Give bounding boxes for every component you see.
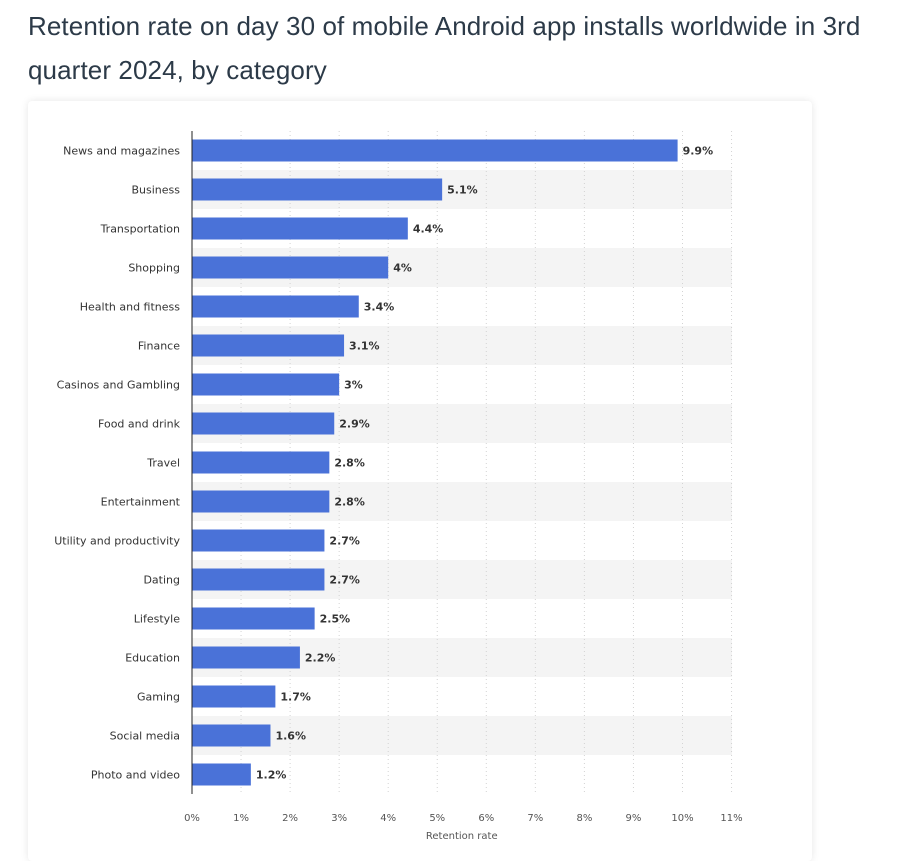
value-label: 3% [344,379,363,392]
bar [192,451,330,474]
category-label: Entertainment [101,496,181,509]
bar [192,373,340,396]
category-label: Social media [110,730,180,743]
bar [192,763,251,786]
category-label: Utility and productivity [54,535,180,548]
page-title: Retention rate on day 30 of mobile Andro… [28,11,861,85]
x-tick-label: 4% [380,813,396,824]
x-tick-label: 6% [478,813,494,824]
x-tick-label: 3% [331,813,347,824]
bar [192,256,389,279]
bar [192,217,408,240]
category-label: Business [131,184,180,197]
value-label: 2.8% [334,457,365,470]
category-label: Travel [146,457,180,470]
bar [192,646,300,669]
bar [192,607,315,630]
value-label: 3.4% [364,301,395,314]
bar [192,568,325,591]
bar [192,724,271,747]
x-tick-label: 7% [527,813,543,824]
value-label: 2.2% [305,652,336,665]
category-label: Casinos and Gambling [57,379,180,392]
category-label: Dating [143,574,180,587]
category-label: News and magazines [63,145,180,158]
value-labels: 9.9% 5.1% 4.4% 4% 3.4% 3.1% 3% 2.9% 2.8% 2.8% 2.7%… [256,145,713,782]
category-label: Photo and video [91,769,180,782]
value-label: 2.8% [334,496,365,509]
row-band [192,716,732,755]
category-label: Transportation [100,223,180,236]
category-labels: News and magazines Business Transportation… [54,145,180,782]
bar [192,490,330,513]
value-label: 1.2% [256,769,287,782]
value-label: 2.7% [329,574,360,587]
x-tick-label: 0% [184,813,200,824]
value-label: 3.1% [349,340,380,353]
x-tick-label: 11% [720,813,742,824]
x-tick-label: 10% [671,813,693,824]
value-label: 2.5% [320,613,351,626]
x-tick-label: 2% [282,813,298,824]
bar [192,178,443,201]
bars [192,139,678,786]
value-label: 2.9% [339,418,370,431]
x-tick-labels: 0% 1% 2% 3% 4% 5% 6% 7% 8% 9% 10% 11% [184,813,743,824]
x-tick-label: 1% [233,813,249,824]
category-label: Health and fitness [80,301,181,314]
value-label: 1.6% [275,730,306,743]
x-axis-title: Retention rate [426,831,498,842]
x-tick-label: 9% [626,813,642,824]
bar [192,529,325,552]
x-tick-label: 5% [429,813,445,824]
bar [192,412,335,435]
value-label: 1.7% [280,691,311,704]
category-label: Finance [138,340,180,353]
category-label: Shopping [128,262,180,275]
bar [192,139,678,162]
x-tick-label: 8% [576,813,592,824]
category-label: Education [125,652,180,665]
bar [192,334,345,357]
value-label: 4% [393,262,412,275]
category-label: Gaming [137,691,180,704]
gridlines [240,131,733,794]
bar [192,295,359,318]
value-label: 9.9% [683,145,714,158]
category-label: Food and drink [98,418,181,431]
value-label: 4.4% [413,223,444,236]
value-label: 2.7% [329,535,360,548]
bar [192,685,276,708]
value-label: 5.1% [447,184,478,197]
category-label: Lifestyle [134,613,180,626]
